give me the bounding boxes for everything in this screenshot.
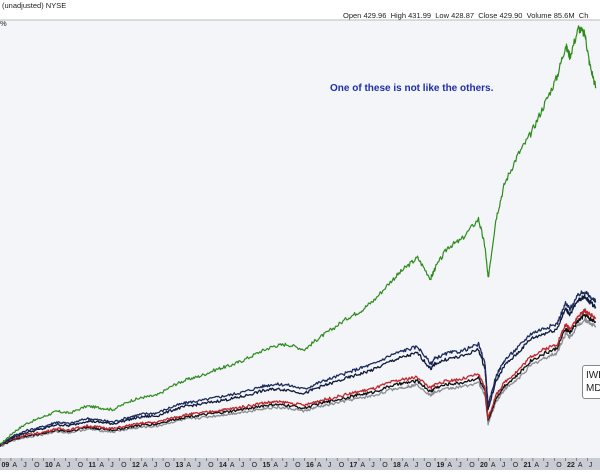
x-tick-label: J <box>458 462 462 469</box>
symbol-text: (unadjusted) NYSE <box>2 1 67 10</box>
x-tick-label: O <box>208 462 214 469</box>
x-tick-label: 19 <box>437 462 445 469</box>
x-tick-label: J <box>154 462 158 469</box>
x-tick-label: 20 <box>480 462 488 469</box>
x-tick-label: J <box>241 462 245 469</box>
volume-label: Volume <box>526 11 552 20</box>
x-tick-label: A <box>404 462 409 469</box>
series-line-dark_navy <box>0 294 597 446</box>
x-tick-label: 12 <box>132 462 140 469</box>
x-tick-label: 18 <box>393 462 401 469</box>
x-tick-label: A <box>317 462 322 469</box>
x-tick-label: O <box>295 462 301 469</box>
series-line-green <box>0 25 597 445</box>
legend-box: IWB MD <box>582 365 600 399</box>
x-tick-label: A <box>56 462 61 469</box>
series-line-black <box>0 313 597 447</box>
x-tick-label: 16 <box>306 462 314 469</box>
x-tick-label: O <box>252 462 258 469</box>
chart-annotation: One of these is not like the others. <box>330 83 494 94</box>
x-tick-label: 15 <box>263 462 271 469</box>
legend-entry-md: MD <box>586 383 600 394</box>
x-tick-label: A <box>491 462 496 469</box>
x-tick-label: A <box>447 462 452 469</box>
x-tick-label: A <box>534 462 539 469</box>
x-tick-label: O <box>382 462 388 469</box>
series-line-red <box>0 308 597 446</box>
open-value: 429.96 <box>363 11 387 20</box>
x-tick-label: O <box>469 462 475 469</box>
x-tick-label: 09 <box>2 462 10 469</box>
volume-value: 85.6M <box>553 11 575 20</box>
x-tick-label: O <box>513 462 519 469</box>
plot-background <box>0 20 600 458</box>
x-tick-label: J <box>502 462 506 469</box>
x-tick-label: 13 <box>176 462 184 469</box>
x-tick-label: J <box>284 462 288 469</box>
high-label: High <box>390 11 407 20</box>
x-tick-label: J <box>23 462 27 469</box>
x-tick-label: O <box>121 462 127 469</box>
low-label: Low <box>435 11 449 20</box>
x-tick-label: J <box>415 462 419 469</box>
ohlc-readout: Open 429.96 High 431.99 Low 428.87 Close… <box>343 11 588 20</box>
x-tick-label: J <box>110 462 114 469</box>
x-tick-label: O <box>556 462 562 469</box>
x-tick-label: O <box>165 462 171 469</box>
legend-entry-iwb: IWB <box>586 370 600 381</box>
x-tick-label: A <box>578 462 583 469</box>
x-axis-band <box>0 458 600 470</box>
x-tick-label: 22 <box>567 462 575 469</box>
x-tick-label: J <box>545 462 549 469</box>
x-tick-label: O <box>78 462 84 469</box>
x-tick-label: A <box>230 462 235 469</box>
high-value: 431.99 <box>408 11 432 20</box>
low-value: 428.87 <box>451 11 475 20</box>
x-tick-label: A <box>360 462 365 469</box>
close-value: 429.90 <box>499 11 523 20</box>
series-group <box>0 25 597 447</box>
x-tick-label: O <box>426 462 432 469</box>
x-tick-label: 17 <box>350 462 358 469</box>
series-line-navy <box>0 290 597 446</box>
x-tick-label: A <box>99 462 104 469</box>
x-axis-ticks: 09 A J O 10 A J O 11 A J O 12 A J O 13 A J O 14 A J O 15 A J O 16 A J O… <box>0 458 592 469</box>
x-tick-label: A <box>143 462 148 469</box>
x-tick-label: A <box>186 462 191 469</box>
x-tick-label: J <box>589 462 593 469</box>
close-label: Close <box>478 11 498 20</box>
x-tick-label: J <box>328 462 332 469</box>
x-tick-label: 14 <box>219 462 227 469</box>
x-tick-label: O <box>34 462 40 469</box>
x-tick-label: A <box>273 462 278 469</box>
left-fragment-label: % <box>0 19 7 28</box>
x-tick-label: A <box>12 462 17 469</box>
series-line-gray <box>0 317 597 447</box>
x-tick-label: J <box>371 462 375 469</box>
x-tick-label: 10 <box>45 462 53 469</box>
x-tick-label: J <box>67 462 71 469</box>
x-tick-label: 11 <box>89 462 97 469</box>
change-fragment: Ch <box>578 11 589 20</box>
x-tick-label: 21 <box>524 462 532 469</box>
open-label: Open <box>343 11 362 20</box>
x-tick-label: O <box>339 462 345 469</box>
top-header-bar <box>0 0 600 20</box>
x-tick-label: J <box>197 462 201 469</box>
